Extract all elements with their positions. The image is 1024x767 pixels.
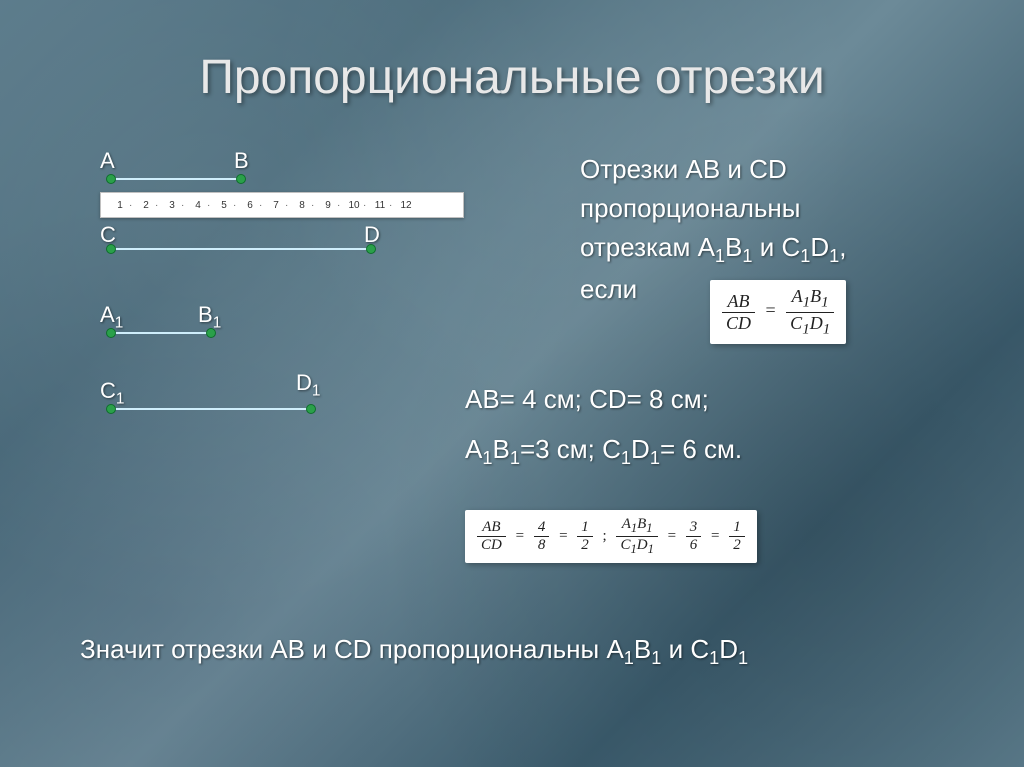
def-line3: отрезкам A1B1 и C1D1, (580, 228, 1000, 270)
f1-rnum: A1B1 (786, 286, 834, 313)
conclusion-text: Значит отрезки АВ и CD пропорциональны A… (80, 630, 980, 672)
label-C1-sub: 1 (116, 390, 125, 407)
measure-line1: АВ= 4 см; CD= 8 см; (465, 380, 709, 419)
endpoint-A (106, 174, 116, 184)
f1-den: CD (722, 313, 755, 334)
label-A: A (100, 148, 115, 174)
segment-CD (110, 248, 370, 250)
f1-num: AB (722, 291, 755, 313)
endpoint-B1 (206, 328, 216, 338)
label-B: B (234, 148, 249, 174)
slide: Пропорциональные отрезки A B 1 2 3 4 5 6… (0, 0, 1024, 767)
endpoint-D1 (306, 404, 316, 414)
segment-C1D1 (110, 408, 310, 410)
ruler: 1 2 3 4 5 6 7 8 9 10 11 12 (100, 192, 464, 218)
endpoint-B (236, 174, 246, 184)
endpoint-A1 (106, 328, 116, 338)
label-D1: D1 (296, 370, 320, 400)
ruler-tick: 12 (393, 200, 419, 211)
formula-proportion: AB CD = A1B1 C1D1 (710, 280, 846, 344)
def-line1: Отрезки АВ и CD (580, 150, 1000, 189)
label-D1-letter: D (296, 370, 312, 395)
label-C1-letter: C (100, 378, 116, 403)
label-A1-letter: A (100, 302, 115, 327)
measure-line2: А1В1=3 см; C1D1= 6 см. (465, 430, 742, 472)
endpoint-C (106, 244, 116, 254)
endpoint-D (366, 244, 376, 254)
label-D1-sub: 1 (312, 382, 321, 399)
label-A1-sub: 1 (115, 314, 124, 331)
formula-example: AB CD = 4 8 = 1 2 ; A1B1 C1D1 = 3 6 = 1 … (465, 510, 757, 563)
f1-rden: C1D1 (786, 313, 834, 339)
segment-A1B1 (110, 332, 210, 334)
label-B1-letter: B (198, 302, 213, 327)
segment-AB (110, 178, 240, 180)
slide-title: Пропорциональные отрезки (0, 0, 1024, 105)
def-line2: пропорциональны (580, 189, 1000, 228)
endpoint-C1 (106, 404, 116, 414)
